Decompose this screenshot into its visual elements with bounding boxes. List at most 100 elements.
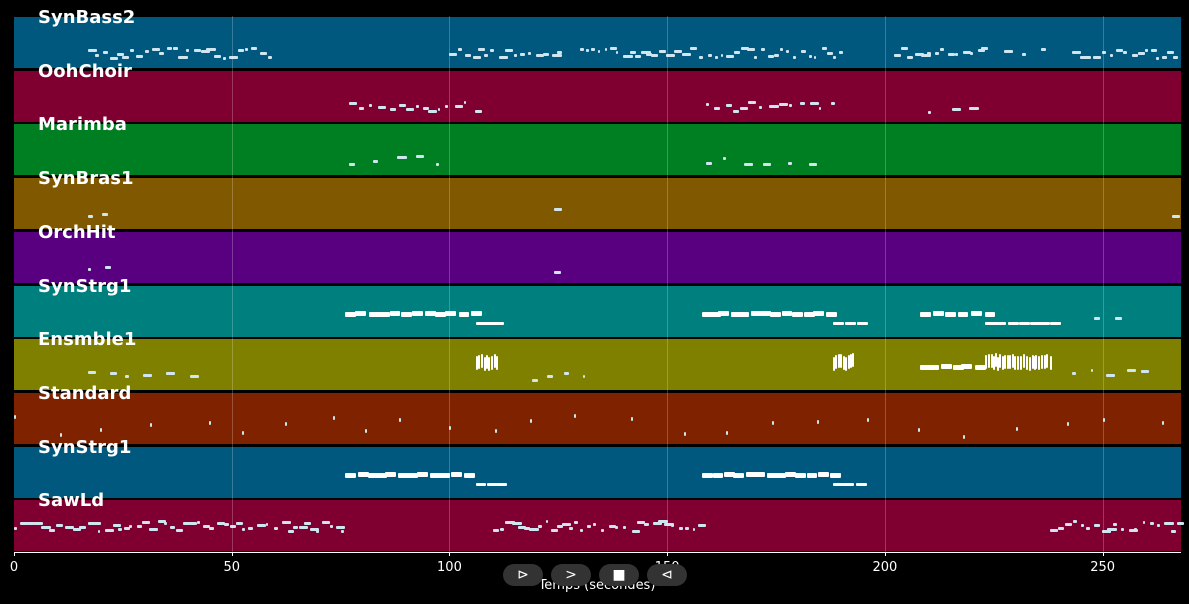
note [209, 420, 212, 425]
note [415, 104, 420, 108]
note [496, 483, 508, 486]
note [785, 50, 790, 54]
tick-mark [231, 552, 233, 556]
grid-line [1102, 16, 1104, 552]
stop-button[interactable]: ■ [599, 564, 639, 586]
note [172, 47, 179, 51]
note [980, 47, 989, 51]
note [1006, 354, 1009, 369]
note [843, 355, 846, 370]
note [774, 53, 779, 57]
note [712, 473, 724, 478]
note [203, 525, 211, 529]
note [585, 48, 589, 52]
note [332, 416, 335, 421]
note [189, 521, 197, 525]
note [242, 431, 245, 436]
note [97, 529, 101, 533]
note [952, 365, 964, 370]
note [321, 520, 330, 524]
note [344, 473, 356, 478]
note [893, 53, 902, 57]
note [852, 353, 855, 368]
note [614, 525, 619, 529]
note [702, 312, 713, 317]
note [564, 371, 569, 375]
note [56, 523, 63, 527]
note [1113, 522, 1118, 526]
note [475, 322, 487, 325]
note [706, 103, 709, 107]
note [1049, 355, 1052, 370]
note [651, 54, 659, 58]
note [935, 52, 939, 56]
track-lane [14, 393, 1181, 444]
note [692, 528, 696, 532]
note [372, 159, 378, 163]
note [1040, 48, 1046, 52]
note [416, 472, 428, 477]
note [961, 364, 973, 369]
note [784, 472, 796, 477]
note [670, 523, 675, 527]
note [1172, 56, 1179, 60]
note [112, 523, 122, 527]
note [474, 109, 483, 113]
note [975, 365, 987, 370]
note [123, 527, 130, 531]
note [1171, 529, 1177, 533]
note [464, 53, 472, 57]
note [730, 312, 742, 317]
note [505, 520, 515, 524]
note [664, 523, 674, 527]
note [832, 322, 844, 325]
note [437, 108, 440, 112]
note [825, 312, 837, 317]
note [1162, 421, 1165, 426]
note [455, 104, 463, 108]
note [994, 322, 1006, 325]
note [767, 473, 779, 478]
note [496, 355, 499, 370]
note [439, 473, 451, 478]
note [349, 101, 358, 105]
play-button[interactable]: ⊳ [503, 564, 543, 586]
note [1033, 356, 1036, 371]
note [630, 416, 633, 421]
note [244, 47, 249, 51]
note [713, 106, 720, 110]
note [944, 312, 956, 317]
note [518, 526, 526, 530]
note [1107, 527, 1118, 531]
note [733, 51, 740, 55]
note [1008, 322, 1020, 325]
rewind-button[interactable]: ⊲ [647, 564, 687, 586]
note [164, 521, 168, 525]
note [644, 523, 649, 527]
note [182, 522, 190, 526]
note [449, 52, 457, 56]
note [196, 521, 201, 525]
note [368, 312, 380, 317]
note [484, 322, 496, 325]
note [216, 521, 226, 525]
note [999, 353, 1002, 368]
note [451, 472, 462, 477]
note [170, 526, 175, 530]
note [65, 525, 75, 529]
note [750, 311, 762, 316]
note [166, 47, 172, 51]
note [941, 364, 952, 369]
note [962, 434, 965, 439]
note [579, 528, 583, 532]
note [632, 529, 641, 533]
note [265, 522, 268, 526]
note [1150, 48, 1158, 52]
note [1079, 55, 1090, 59]
forward-button[interactable]: > [551, 564, 591, 586]
note [1016, 426, 1019, 431]
note [1102, 529, 1112, 533]
note [759, 311, 771, 316]
note [1101, 51, 1106, 55]
tick-mark [14, 552, 15, 556]
